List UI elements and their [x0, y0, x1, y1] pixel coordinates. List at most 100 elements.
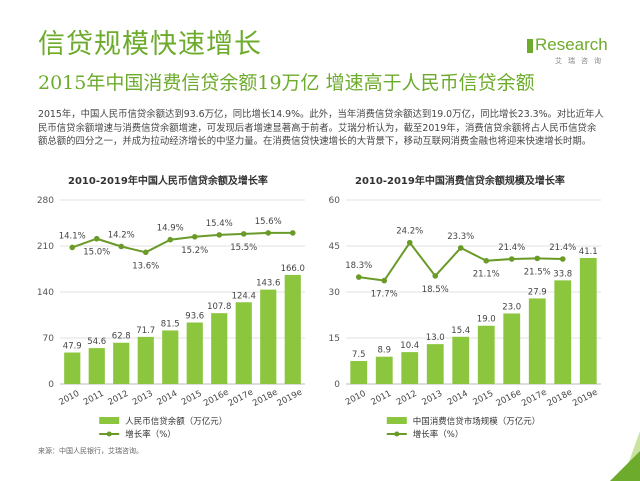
bar-value-label: 166.0	[281, 264, 305, 274]
bar	[477, 325, 495, 384]
growth-rate-point	[265, 230, 272, 236]
bar	[579, 257, 597, 384]
legend-swatch-point	[106, 431, 112, 437]
bar-value-label: 13.0	[426, 333, 445, 343]
growth-rate-point	[483, 257, 490, 264]
bar	[528, 298, 546, 384]
growth-rate-label: 15.6%	[255, 217, 282, 227]
source-note: 来源：中国人民银行，艾瑞咨询。	[38, 447, 143, 455]
bar	[260, 289, 277, 384]
growth-rate-label: 18.5%	[422, 285, 449, 295]
logo-subtext: 艾瑞咨询	[555, 57, 607, 65]
page-title: 信贷规模快速增长	[38, 29, 262, 60]
x-tick-label: 2012	[106, 389, 130, 408]
growth-rate-label: 15.2%	[181, 246, 208, 256]
bar	[186, 322, 203, 384]
y-tick-label: 15	[329, 334, 340, 344]
bar	[350, 361, 368, 384]
page-subtitle: 2015年中国消费信贷余额19万亿 增速高于人民币信贷余额	[38, 72, 535, 94]
legend-label-bars: 中国消费信贷市场规模（万亿元）	[413, 416, 541, 427]
growth-rate-point	[240, 231, 247, 237]
bar	[137, 336, 154, 384]
bar-value-label: 23.0	[502, 302, 521, 312]
y-tick-label: 0	[48, 380, 54, 390]
x-tick-label: 2019e	[276, 388, 304, 409]
growth-rate-label: 13.6%	[132, 261, 159, 271]
bar-value-label: 10.4	[400, 341, 419, 351]
chart-1-title: 2010-2019年中国人民币信贷余额及增长率	[68, 176, 268, 187]
y-tick-label: 210	[37, 242, 54, 252]
growth-rate-point	[355, 274, 362, 280]
bar-value-label: 41.1	[579, 247, 598, 257]
growth-rate-point	[69, 244, 76, 251]
growth-rate-point	[216, 232, 223, 238]
bar-value-label: 15.4	[451, 326, 470, 336]
y-tick-label: 30	[329, 288, 341, 298]
legend-swatch-point	[394, 431, 400, 437]
legend-swatch-bars	[99, 417, 120, 424]
x-tick-label: 2015	[180, 389, 204, 408]
growth-rate-point	[142, 249, 149, 256]
x-tick-label: 2012	[395, 389, 419, 408]
bar-value-label: 33.8	[553, 269, 572, 279]
x-tick-label: 2015	[471, 389, 495, 408]
bar	[88, 348, 105, 384]
x-tick-label: 2013	[420, 389, 444, 408]
corner-decoration	[610, 451, 640, 481]
bar	[113, 342, 130, 384]
x-tick-label: 2010	[344, 389, 368, 408]
chart-2-title: 2010-2019年中国消费信贷余额规模及增长率	[355, 176, 565, 187]
x-tick-label: 2014	[446, 389, 470, 408]
x-tick-label: 2018e	[546, 388, 574, 409]
growth-rate-label: 14.2%	[108, 230, 135, 240]
growth-rate-point	[534, 255, 541, 262]
y-tick-label: 140	[37, 288, 54, 298]
growth-rate-point	[508, 256, 515, 262]
growth-rate-label: 21.1%	[473, 270, 500, 280]
bar-value-label: 54.6	[87, 337, 106, 347]
bar	[554, 280, 572, 384]
bar	[452, 336, 470, 384]
growth-rate-label: 18.3%	[345, 261, 372, 271]
legend-label-line: 增长率（%）	[413, 429, 464, 440]
y-tick-label: 280	[37, 196, 54, 206]
growth-rate-label: 17.7%	[371, 290, 398, 300]
growth-rate-label: 15.5%	[230, 243, 257, 253]
growth-rate-label: 24.2%	[396, 227, 423, 237]
bar-value-label: 81.5	[161, 319, 180, 329]
chart-1-rmb-credit: 0 70 140 210 280 47.9 2010 54.6 2011 62.8 2012 71.7…	[37, 196, 305, 440]
growth-rate-point	[457, 245, 464, 251]
bar-value-label: 8.9	[377, 346, 391, 356]
logo-main: Research	[527, 35, 611, 55]
chart-2-consumer-credit: 0 15 30 45 60 7.5 2010 8.9 2011 10.4 2012 13.0 2013 1…	[329, 196, 601, 440]
growth-rate-label: 14.9%	[157, 224, 184, 234]
x-tick-label: 2016e	[495, 388, 523, 409]
legend-label-bars: 人民币信贷余额（万亿元）	[125, 416, 227, 427]
growth-rate-label: 15.4%	[206, 219, 233, 229]
growth-rate-label: 21.4%	[549, 243, 576, 253]
growth-rate-point	[118, 243, 125, 250]
x-tick-label: 2018e	[251, 388, 279, 409]
bar-value-label: 143.6	[256, 279, 280, 289]
growth-rate-point	[93, 235, 100, 242]
summary-paragraph: 2015年，中国人民币信贷余额达到93.6万亿，同比增长14.9%。此外，当年消…	[38, 109, 604, 147]
bar	[426, 344, 444, 384]
growth-rate-label: 14.1%	[59, 231, 86, 241]
bar-value-label: 107.8	[207, 302, 231, 312]
y-tick-label: 70	[43, 334, 55, 344]
y-tick-label: 60	[329, 196, 341, 206]
growth-rate-point	[432, 273, 439, 279]
x-tick-label: 2013	[131, 389, 155, 408]
bar-value-label: 7.5	[352, 350, 366, 360]
bar-value-label: 71.7	[136, 326, 155, 336]
growth-rate-label: 23.3%	[447, 232, 474, 242]
legend-label-line: 增长率（%）	[125, 429, 176, 440]
logo-text: Research	[535, 35, 608, 54]
bar-value-label: 93.6	[185, 311, 204, 321]
x-tick-label: 2017e	[520, 388, 548, 409]
growth-rate-point	[167, 236, 174, 243]
growth-rate-point	[289, 230, 296, 236]
bar	[64, 352, 81, 384]
iresearch-logo: Research 艾瑞咨询	[527, 35, 611, 66]
bar-value-label: 19.0	[477, 315, 496, 325]
